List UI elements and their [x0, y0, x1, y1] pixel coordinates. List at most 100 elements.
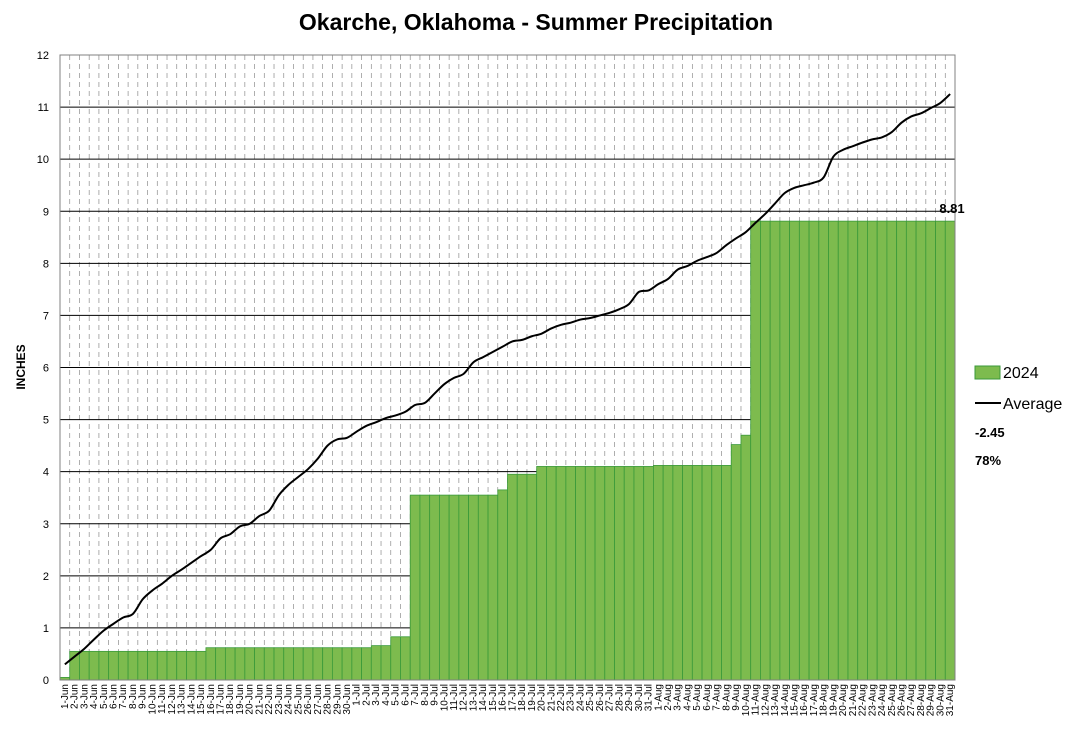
x-tick-label: 12-Jun [167, 684, 178, 715]
horizontal-gridlines [60, 106, 955, 629]
x-tick-label: 20-Jun [245, 684, 256, 715]
bar-7-Aug [711, 465, 722, 681]
x-tick-label: 19-Jul [527, 684, 538, 711]
bar-4-Jul [380, 645, 392, 681]
x-tick-label: 29-Jul [624, 684, 635, 711]
average-line [64, 93, 951, 666]
bar-10-Jun [147, 650, 158, 681]
x-tick-label: 4-Jul [381, 684, 392, 706]
legend: 2024 Average [974, 365, 1062, 413]
bar-13-Aug [769, 220, 781, 681]
y-tick-label: 11 [38, 102, 49, 114]
bar-28-Jul [614, 466, 625, 681]
x-tick-label: 28-Jul [614, 684, 625, 711]
x-tick-label: 20-Jul [537, 684, 548, 711]
x-tick-label: 4-Jun [89, 684, 100, 709]
bar-3-Aug [672, 465, 684, 681]
x-tick-label: 27-Jun [313, 684, 324, 715]
bar-27-Jul [604, 466, 615, 681]
y-axis-label: INCHES [14, 344, 28, 389]
bar-5-Jun [98, 650, 110, 681]
x-tick-label: 23-Jul [566, 684, 577, 711]
x-tick-label: 24-Aug [877, 684, 888, 716]
bar-12-Aug [760, 220, 771, 681]
bar-3-Jun [79, 650, 90, 681]
x-tick-label: 6-Aug [702, 684, 713, 711]
x-tick-label: 3-Jun [79, 684, 90, 709]
x-tick-label: 7-Jul [410, 684, 421, 706]
x-tick-label: 8-Aug [721, 684, 732, 711]
x-tick-label: 16-Jul [498, 684, 509, 711]
bar-31-Jul [643, 466, 654, 681]
bar-22-Jul [555, 466, 567, 681]
x-tick-label: 19-Aug [828, 684, 839, 716]
x-tick-label: 6-Jul [400, 684, 411, 706]
x-tick-label: 2-Aug [663, 684, 674, 711]
bar-20-Aug [837, 220, 849, 681]
bar-23-Aug [867, 220, 878, 681]
x-tick-label: 27-Aug [906, 684, 917, 716]
x-tick-label: 17-Jul [507, 684, 518, 711]
x-tick-label: 7-Aug [712, 684, 723, 711]
bar-19-Aug [828, 220, 839, 681]
bar-17-Jun [215, 647, 226, 681]
bar-series-2024 [59, 220, 956, 681]
x-tick-label: 12-Jul [459, 684, 470, 711]
bar-10-Jul [439, 494, 450, 681]
y-tick-label: 2 [43, 571, 49, 583]
x-tick-label: 27-Jul [605, 684, 616, 711]
bar-17-Jul [507, 473, 518, 681]
x-tick-label: 23-Jun [274, 684, 285, 715]
x-tick-label: 12-Aug [760, 684, 771, 716]
x-tick-label: 5-Aug [692, 684, 703, 711]
x-tick-label: 11-Jul [449, 684, 460, 711]
x-tick-label: 8-Jul [420, 684, 431, 706]
x-tick-label: 11-Jun [157, 684, 168, 714]
bar-15-Jul [487, 494, 499, 681]
bar-29-Jun [331, 647, 343, 681]
bar-18-Jun [224, 647, 236, 681]
x-tick-label: 1-Aug [653, 684, 664, 711]
x-tick-label: 8-Jun [128, 684, 139, 709]
x-tick-label: 3-Aug [673, 684, 684, 711]
bar-1-Aug [653, 465, 664, 681]
bar-10-Aug [740, 434, 752, 681]
last-value-label: 8.81 [939, 201, 964, 216]
bar-16-Aug [798, 220, 810, 681]
bar-22-Jun [263, 647, 275, 681]
y-tick-label: 0 [43, 675, 49, 687]
bar-30-Aug [935, 220, 946, 681]
x-tick-label: 5-Jul [391, 684, 402, 706]
bar-14-Aug [779, 220, 791, 681]
bar-19-Jul [526, 473, 538, 681]
x-tick-label: 3-Jul [371, 684, 382, 706]
bar-22-Aug [857, 220, 868, 681]
bar-7-Jun [117, 650, 129, 681]
x-tick-label: 18-Aug [819, 684, 830, 716]
chart-title: Okarche, Oklahoma - Summer Precipitation [299, 9, 773, 35]
x-tick-label: 5-Jun [99, 684, 110, 709]
bar-18-Aug [818, 220, 829, 681]
y-tick-label: 5 [43, 415, 49, 427]
x-tick-label: 25-Jul [585, 684, 596, 711]
bar-27-Jun [312, 647, 324, 681]
bar-4-Aug [682, 465, 693, 681]
bar-23-Jul [565, 466, 576, 681]
bar-15-Aug [789, 220, 800, 681]
x-tick-label: 17-Aug [809, 684, 820, 716]
x-tick-label: 28-Jun [323, 684, 334, 715]
x-tick-label: 14-Jun [186, 684, 197, 715]
x-tick-label: 29-Aug [926, 684, 937, 716]
bar-11-Jun [156, 650, 168, 681]
x-tick-label: 6-Jun [109, 684, 120, 709]
bar-5-Aug [691, 465, 703, 681]
bar-9-Jun [137, 650, 148, 681]
x-tick-label: 21-Jul [546, 684, 557, 711]
bar-24-Jun [283, 647, 294, 681]
x-tick-label: 17-Jun [216, 684, 227, 715]
x-tick-label: 20-Aug [838, 684, 849, 716]
bar-8-Jun [127, 650, 139, 681]
x-tick-label: 19-Jun [235, 684, 246, 715]
y-tick-label: 9 [43, 206, 49, 218]
